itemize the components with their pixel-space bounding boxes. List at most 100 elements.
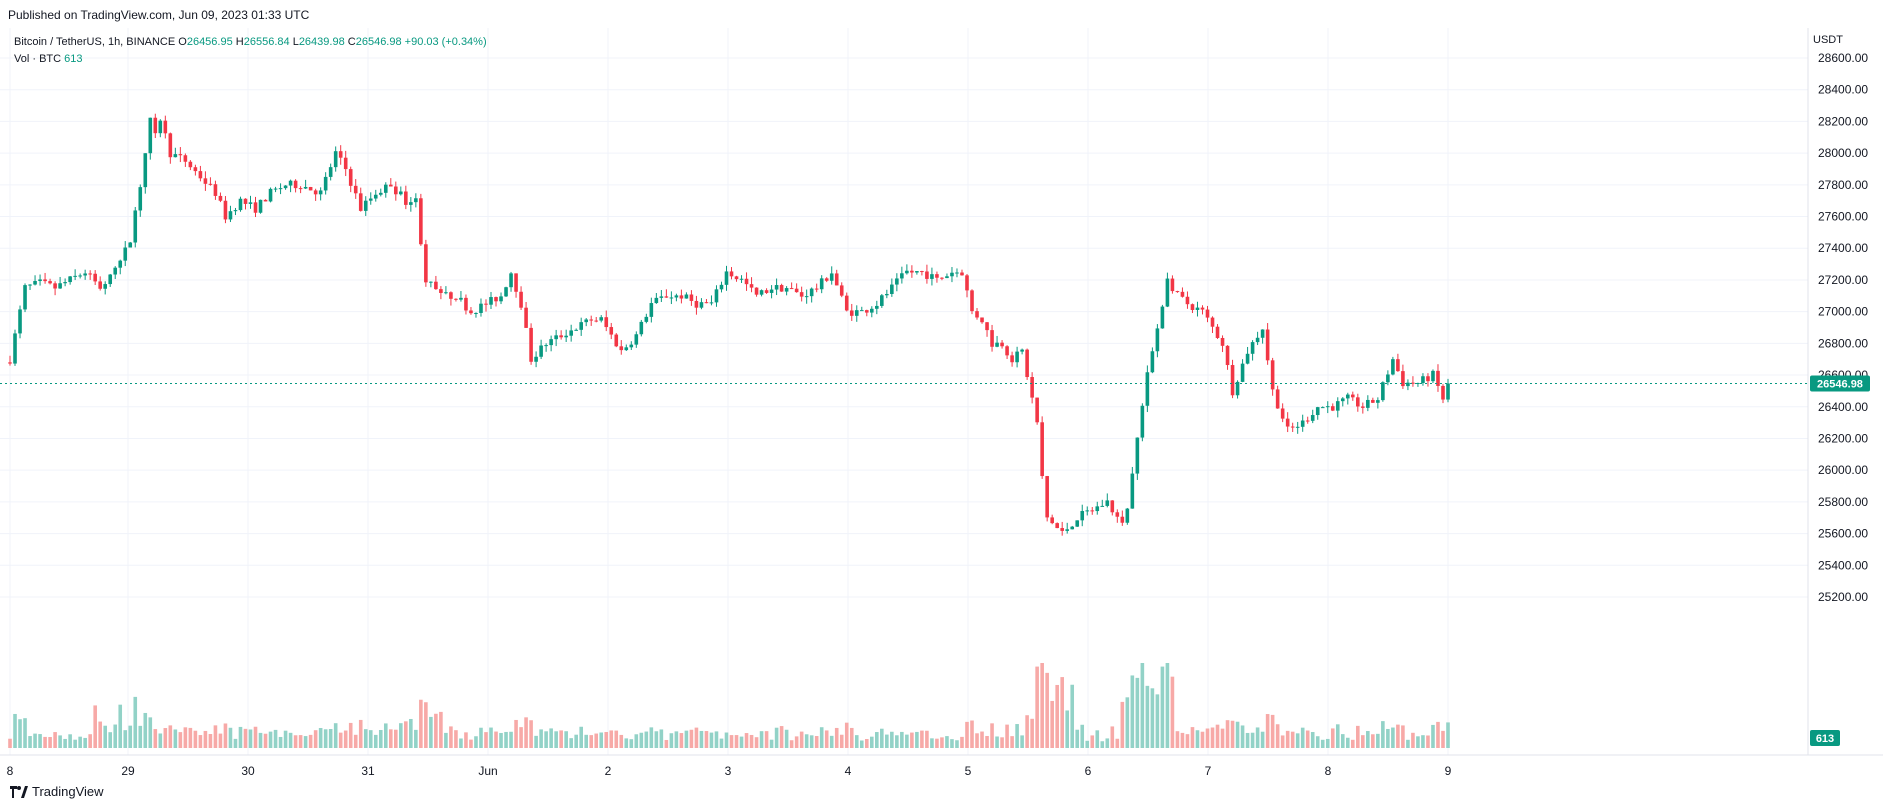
volume-bar <box>819 727 824 748</box>
candle-body <box>784 288 789 292</box>
volume-bar <box>1320 739 1325 748</box>
volume-bar <box>1361 735 1365 748</box>
volume-bar <box>173 729 178 748</box>
volume-bar <box>804 734 809 748</box>
candle-body <box>273 188 278 190</box>
volume-bar <box>1270 714 1275 748</box>
volume-bar <box>679 733 684 748</box>
candle-body <box>1170 278 1175 292</box>
volume-bar <box>864 739 869 748</box>
candle-body <box>1285 418 1290 427</box>
candle-body <box>814 288 819 290</box>
candle-body <box>1396 359 1400 372</box>
candle-body <box>218 195 223 201</box>
volume-bar <box>1135 677 1140 748</box>
volume-bar <box>784 729 789 748</box>
candle-body <box>118 260 123 268</box>
candle-body <box>1005 346 1009 356</box>
candle-body <box>1401 371 1405 387</box>
volume-bar <box>654 731 659 748</box>
volume-bar <box>1386 728 1390 748</box>
candle-body <box>479 303 483 313</box>
candle-body <box>1010 355 1014 363</box>
candle-body <box>1386 374 1390 383</box>
candle-body <box>1160 306 1165 329</box>
candle-body <box>1290 426 1295 428</box>
volume-bar <box>1175 731 1180 748</box>
volume-bar <box>1180 732 1185 748</box>
candle-body <box>93 273 97 282</box>
candle-body <box>494 297 498 302</box>
candle-body <box>253 202 258 213</box>
volume-bar <box>639 732 644 748</box>
volume-bar <box>93 705 97 748</box>
candle-body <box>1000 342 1004 347</box>
candle-body <box>1050 517 1054 524</box>
time-tick-label: 8 <box>7 764 14 778</box>
volume-bar <box>454 730 458 748</box>
volume-bar <box>238 726 243 748</box>
candle-body <box>1421 376 1425 383</box>
volume-bar <box>920 730 924 748</box>
candle-body <box>674 295 679 298</box>
price-tick-label: 25200.00 <box>1818 590 1868 604</box>
volume-bar <box>895 735 899 748</box>
candle-body <box>228 211 233 220</box>
price-tick-label: 27800.00 <box>1818 178 1868 192</box>
volume-bar <box>704 731 709 748</box>
candle-body <box>263 199 268 202</box>
volume-bar <box>1070 684 1075 748</box>
volume-bar <box>53 732 57 748</box>
price-tick-label: 26800.00 <box>1818 336 1868 350</box>
volume-bar <box>278 736 283 748</box>
candle-body <box>1345 394 1350 399</box>
candle-body <box>689 294 694 301</box>
candle-body <box>1110 500 1115 513</box>
volume-bar <box>218 733 223 748</box>
last-price-label: 26546.98 <box>1817 378 1863 390</box>
volume-bar <box>1100 741 1105 748</box>
volume-bar <box>834 727 839 748</box>
candle-body <box>839 285 844 296</box>
candle-body <box>769 289 774 293</box>
candle-body <box>1155 328 1160 352</box>
volume-bar <box>363 729 368 748</box>
candle-body <box>298 188 303 190</box>
volume-bar <box>1225 720 1230 748</box>
candle-body <box>935 274 939 278</box>
volume-bar <box>1055 684 1059 748</box>
legend-low: 26439.98 <box>298 36 345 48</box>
volume-bar <box>869 736 874 748</box>
candle-body <box>233 210 238 212</box>
candle-body <box>48 281 52 284</box>
volume-bar <box>268 731 273 748</box>
volume-bar <box>38 734 42 748</box>
time-tick-label: 3 <box>725 764 732 778</box>
candle-body <box>328 167 333 177</box>
volume-bar <box>1305 730 1310 748</box>
candle-body <box>1035 397 1039 423</box>
price-tick-label: 28000.00 <box>1818 146 1868 160</box>
candle-body <box>804 296 809 298</box>
volume-bar <box>469 739 473 748</box>
candle-body <box>895 278 899 285</box>
candle-body <box>1255 337 1260 343</box>
candle-body <box>594 320 599 322</box>
candle-body <box>945 276 949 279</box>
volume-bar <box>1090 735 1095 748</box>
volume-bar <box>474 736 478 748</box>
volume-bar <box>1035 666 1039 748</box>
candle-body <box>1356 397 1360 407</box>
volume-bar <box>739 736 744 748</box>
candle-body <box>1030 377 1034 398</box>
volume-bar <box>935 738 939 748</box>
volume-bar <box>358 719 363 748</box>
volume-bar <box>63 738 67 748</box>
candle-body <box>68 276 72 283</box>
tradingview-logo[interactable]: TradingView <box>10 784 104 799</box>
candle-body <box>584 319 589 323</box>
volume-bar <box>78 736 82 748</box>
volume-bar <box>353 734 358 748</box>
candle-body <box>459 297 463 300</box>
